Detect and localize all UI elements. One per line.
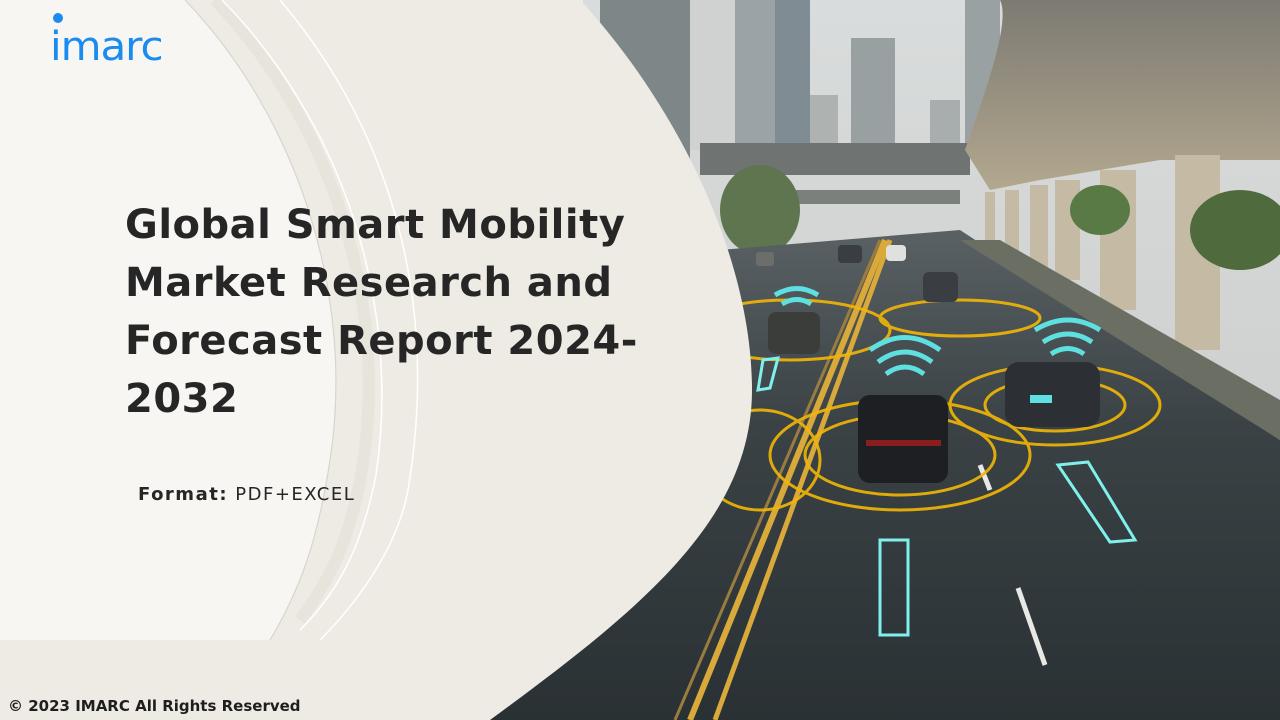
imarc-logo[interactable]: imarc bbox=[50, 13, 164, 72]
report-format: Format: PDF+EXCEL bbox=[138, 484, 355, 505]
light-arc-region bbox=[0, 0, 336, 640]
lane-arrows bbox=[756, 356, 1138, 637]
decorative-arcs bbox=[184, 0, 419, 641]
wifi-signals bbox=[773, 286, 1102, 377]
format-value: PDF+EXCEL bbox=[235, 484, 356, 505]
logo-dot-icon bbox=[53, 13, 63, 23]
cars bbox=[756, 245, 1100, 483]
copyright-notice: © 2023 IMARC All Rights Reserved bbox=[8, 697, 301, 715]
elevated-overpass bbox=[965, 0, 1280, 190]
report-title: Global Smart Mobility Market Research an… bbox=[125, 202, 638, 422]
logo-text: imarc bbox=[50, 24, 164, 70]
format-label: Format: bbox=[138, 484, 229, 505]
